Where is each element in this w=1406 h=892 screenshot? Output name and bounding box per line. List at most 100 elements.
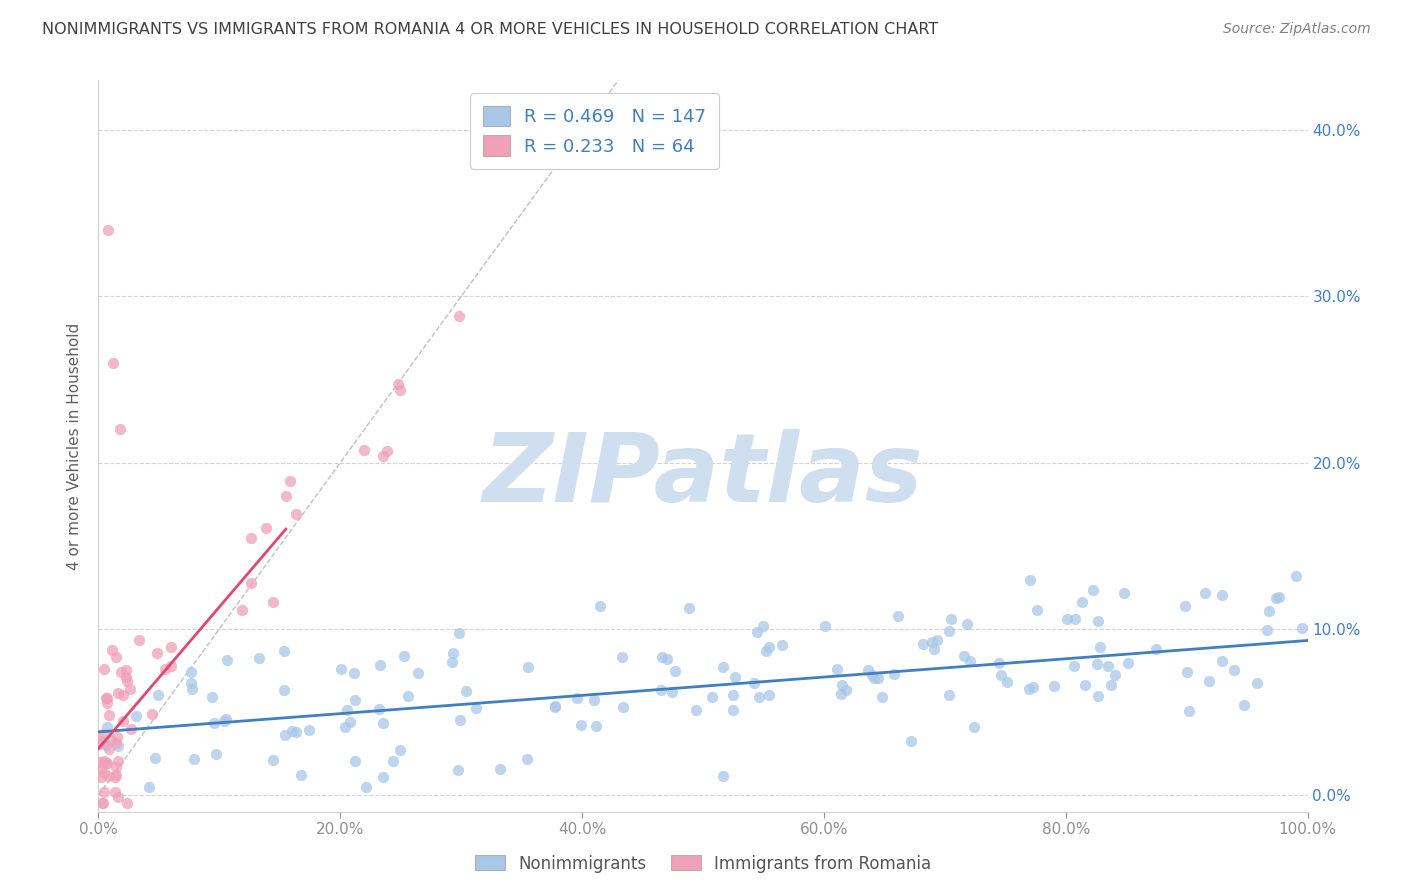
- Point: [284, 725, 307, 739]
- Text: Source: ZipAtlas.com: Source: ZipAtlas.com: [1223, 22, 1371, 37]
- Point: [90, 761, 112, 775]
- Point: [1194, 586, 1216, 600]
- Point: [104, 760, 127, 774]
- Point: [927, 632, 949, 647]
- Point: [700, 690, 723, 704]
- Point: [922, 642, 945, 657]
- Point: [91, 797, 114, 811]
- Point: [111, 714, 134, 728]
- Text: NONIMMIGRANTS VS IMMIGRANTS FROM ROMANIA 4 OR MORE VEHICLES IN HOUSEHOLD CORRELA: NONIMMIGRANTS VS IMMIGRANTS FROM ROMANIA…: [42, 22, 938, 37]
- Point: [91, 727, 114, 741]
- Point: [911, 637, 934, 651]
- Point: [585, 719, 607, 733]
- Point: [146, 688, 169, 702]
- Point: [447, 764, 470, 778]
- Point: [180, 665, 202, 679]
- Point: [440, 656, 463, 670]
- Point: [343, 754, 366, 768]
- Point: [392, 649, 415, 664]
- Point: [887, 609, 910, 624]
- Point: [1258, 604, 1281, 618]
- Point: [254, 521, 277, 535]
- Point: [96, 691, 118, 706]
- Point: [91, 797, 114, 811]
- Point: [900, 733, 922, 747]
- Point: [956, 617, 979, 632]
- Point: [1074, 678, 1097, 692]
- Point: [284, 507, 307, 521]
- Point: [231, 603, 253, 617]
- Point: [751, 619, 773, 633]
- Point: [90, 770, 112, 784]
- Point: [711, 660, 734, 674]
- Point: [544, 700, 567, 714]
- Point: [262, 754, 284, 768]
- Point: [180, 676, 202, 690]
- Point: [120, 681, 142, 696]
- Point: [181, 681, 204, 696]
- Point: [356, 780, 378, 794]
- Point: [1144, 642, 1167, 657]
- Point: [465, 701, 488, 715]
- Point: [1081, 583, 1104, 598]
- Point: [93, 754, 115, 768]
- Point: [94, 756, 117, 771]
- Text: ZIPatlas: ZIPatlas: [482, 429, 924, 522]
- Point: [1198, 674, 1220, 689]
- Point: [825, 662, 848, 676]
- Point: [1088, 640, 1111, 654]
- Point: [1099, 678, 1122, 692]
- Point: [89, 737, 111, 751]
- Point: [110, 665, 132, 679]
- Point: [516, 659, 538, 673]
- Point: [544, 698, 567, 713]
- Point: [368, 657, 391, 672]
- Point: [406, 666, 429, 681]
- Point: [661, 685, 683, 699]
- Point: [1056, 611, 1078, 625]
- Point: [651, 649, 673, 664]
- Point: [1233, 698, 1256, 712]
- Point: [565, 691, 588, 706]
- Point: [274, 728, 297, 742]
- Point: [371, 450, 394, 464]
- Point: [336, 703, 359, 717]
- Point: [449, 626, 471, 640]
- Point: [93, 765, 115, 780]
- Point: [96, 756, 118, 771]
- Point: [883, 667, 905, 681]
- Point: [449, 713, 471, 727]
- Point: [96, 721, 118, 735]
- Point: [281, 724, 304, 739]
- Point: [240, 575, 263, 590]
- Point: [1178, 704, 1201, 718]
- Point: [371, 770, 394, 784]
- Point: [96, 697, 118, 711]
- Point: [1223, 663, 1246, 677]
- Point: [1097, 659, 1119, 673]
- Point: [330, 662, 353, 676]
- Point: [1087, 615, 1109, 629]
- Point: [1211, 654, 1233, 668]
- Point: [90, 733, 112, 747]
- Point: [104, 785, 127, 799]
- Point: [97, 223, 120, 237]
- Point: [862, 668, 884, 682]
- Point: [863, 671, 886, 685]
- Point: [204, 747, 226, 762]
- Point: [1064, 612, 1087, 626]
- Point: [990, 668, 1012, 682]
- Point: [105, 736, 128, 750]
- Point: [371, 716, 394, 731]
- Point: [388, 384, 411, 398]
- Point: [128, 633, 150, 648]
- Point: [583, 693, 606, 707]
- Point: [183, 752, 205, 766]
- Point: [387, 376, 409, 391]
- Point: [834, 682, 856, 697]
- Point: [441, 647, 464, 661]
- Point: [1116, 657, 1139, 671]
- Point: [217, 653, 239, 667]
- Point: [1070, 595, 1092, 609]
- Point: [650, 682, 672, 697]
